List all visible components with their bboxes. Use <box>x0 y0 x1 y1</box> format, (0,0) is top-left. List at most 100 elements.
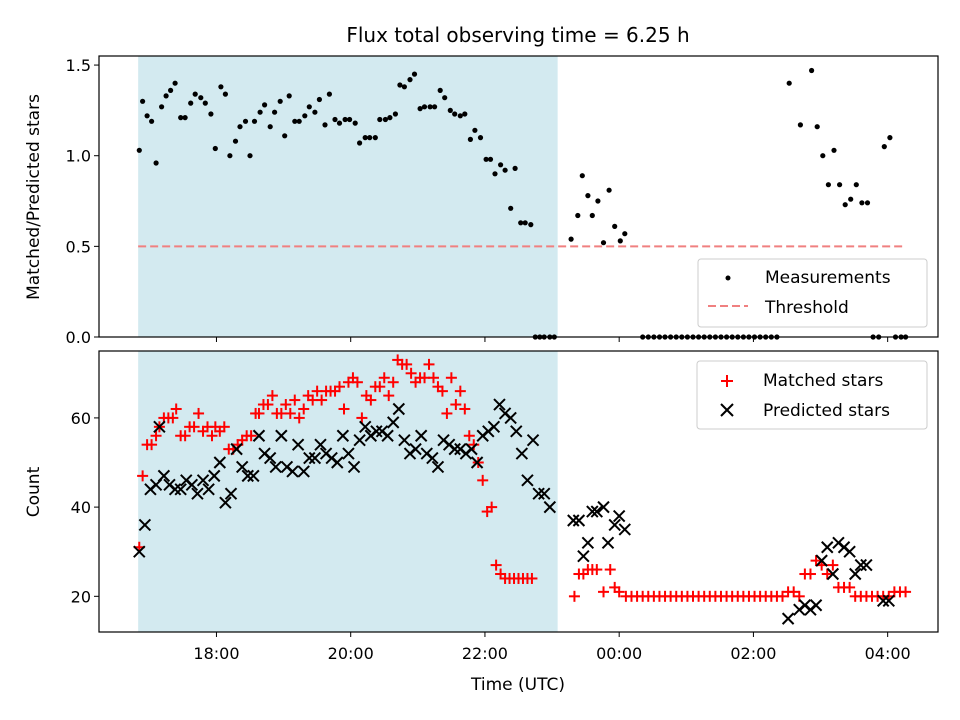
matched-star-point <box>405 367 417 379</box>
legend-threshold-label: Threshold <box>764 298 849 318</box>
predicted-star-point <box>448 442 461 456</box>
measurement-point <box>397 82 403 88</box>
measurement-point <box>322 122 328 128</box>
predicted-star-point <box>543 500 557 514</box>
measurement-point <box>502 167 508 173</box>
top-plot-frame <box>98 55 939 338</box>
measurement-point <box>188 100 194 106</box>
predicted-star-point <box>269 460 282 474</box>
measurement-point <box>417 106 423 112</box>
measurement-point <box>198 95 204 101</box>
predicted-star-point <box>581 536 595 550</box>
predicted-star-point <box>577 549 590 563</box>
legend-matched-marker <box>721 375 733 387</box>
matched-star-point <box>788 586 800 598</box>
figure-title: Flux total observing time = 6.25 h <box>346 23 689 47</box>
matched-star-point <box>262 399 274 411</box>
measurement-point <box>617 238 623 244</box>
measurement-point <box>212 145 218 152</box>
predicted-star-point <box>515 447 529 460</box>
measurement-point <box>267 124 273 130</box>
predicted-star-point <box>342 447 355 460</box>
matched-star-point <box>427 372 439 384</box>
measurement-point <box>306 104 312 110</box>
measurement-point <box>222 91 228 97</box>
predicted-star-point <box>487 420 501 434</box>
measurement-point <box>487 156 494 162</box>
measurement-point <box>149 118 155 124</box>
bottom-x-tick-label: 00:00 <box>596 644 642 663</box>
legend-measurements-label: Measurements <box>765 268 891 288</box>
predicted-star-point <box>213 456 227 469</box>
measurement-point <box>387 115 393 121</box>
matched-star-point <box>401 358 413 370</box>
measurement-point <box>568 236 574 242</box>
predicted-star-point <box>275 429 288 442</box>
measurement-point <box>282 133 288 139</box>
matched-star-point <box>150 430 162 442</box>
measurement-point <box>192 91 198 97</box>
matched-star-point <box>179 430 191 442</box>
matched-star-point <box>387 376 399 388</box>
predicted-star-point <box>601 536 615 550</box>
bottom-plot-frame <box>98 350 939 633</box>
predicted-star-point <box>590 505 604 518</box>
matched-star-point <box>450 399 462 411</box>
top-axis-ticks: 0.0 0.5 1.0 1.5 <box>66 56 889 347</box>
predicted-star-point <box>353 433 366 447</box>
matched-star-point <box>188 421 200 433</box>
measurement-point <box>842 202 848 208</box>
predicted-star-point <box>314 438 327 451</box>
predicted-star-point <box>303 451 316 465</box>
matched-star-point <box>218 421 230 433</box>
measurement-point <box>153 160 159 166</box>
measurement-point <box>326 91 332 97</box>
matched-star-point <box>844 581 856 593</box>
bottom-x-tick-label: 18:00 <box>193 644 239 663</box>
predicted-star-point <box>521 474 534 487</box>
predicted-star-point <box>133 545 146 558</box>
measurement-point <box>881 144 887 150</box>
measurement-point <box>606 187 612 193</box>
measurement-point <box>579 173 585 179</box>
top-legend: Measurements Threshold <box>697 258 928 328</box>
predicted-star-point <box>882 594 895 607</box>
measurement-point <box>140 98 146 104</box>
matched-star-point <box>383 390 395 402</box>
measurement-point <box>472 127 478 133</box>
predicted-star-point <box>815 554 828 567</box>
predicted-star-point <box>202 483 215 496</box>
measurement-point <box>467 136 473 142</box>
measurement-point <box>144 113 150 119</box>
predicted-star-point <box>157 469 171 483</box>
bottom-y-tick-label: 40 <box>71 498 91 517</box>
measurement-point <box>859 200 865 206</box>
bottom-x-tick-label: 22:00 <box>462 644 508 663</box>
predicted-star-point <box>608 518 621 532</box>
bottom-legend-box <box>696 360 928 430</box>
matched-star-point <box>338 403 350 415</box>
bottom-observing-band <box>138 351 558 632</box>
measurement-point <box>457 113 463 119</box>
measurement-point <box>357 140 363 146</box>
matched-star-point <box>193 407 205 419</box>
measurement-point <box>600 240 607 246</box>
predicted-star-point <box>235 460 249 474</box>
measurement-point <box>477 135 484 141</box>
measurement-point <box>887 135 893 141</box>
bottom-x-axis-label: Time (UTC) <box>470 675 565 695</box>
predicted-star-point <box>510 425 523 438</box>
bottom-x-tick-label: 20:00 <box>328 644 374 663</box>
matched-star-point <box>293 412 305 424</box>
predicted-star-point <box>286 465 299 478</box>
matched-star-point <box>804 568 816 580</box>
predicted-star-point <box>153 420 166 434</box>
measurement-point <box>595 198 601 204</box>
matched-star-point <box>289 394 301 406</box>
matched-star-point <box>486 501 498 513</box>
top-legend-box <box>697 258 928 328</box>
predicted-star-point <box>572 514 586 527</box>
matched-star-point <box>334 381 346 393</box>
predicted-star-point <box>138 518 152 532</box>
